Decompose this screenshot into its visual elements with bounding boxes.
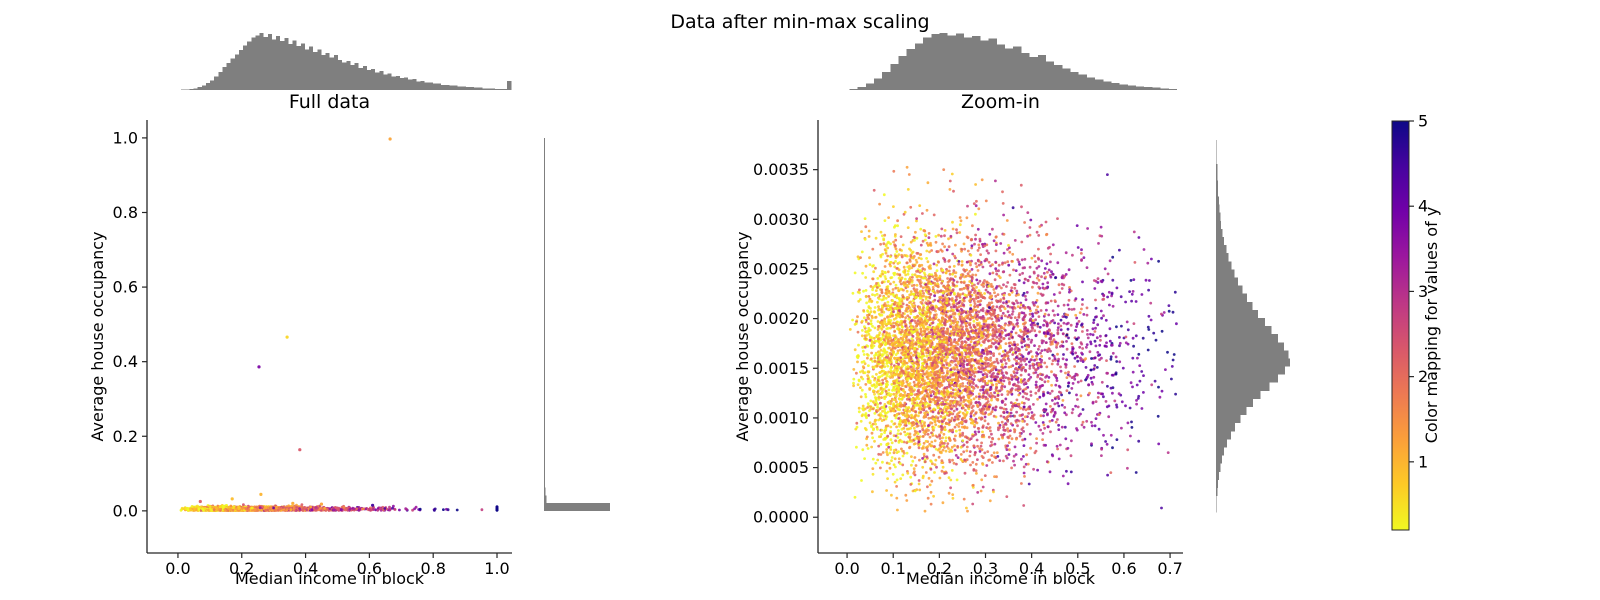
figure-title: Data after min-max scaling <box>670 11 930 33</box>
zoom-in-scatter <box>848 165 1178 513</box>
colorbar-gradient <box>1391 120 1410 531</box>
svg-text:1.0: 1.0 <box>113 128 138 147</box>
svg-text:0.0: 0.0 <box>165 559 190 578</box>
colorbar-label: Color mapping for values of y <box>1422 207 1441 444</box>
full-data-side-histogram <box>544 137 610 511</box>
plot-full-data: 0.0 0.2 0.4 0.6 0.8 1.00.00.20.40.60.81.0Full… <box>88 33 610 588</box>
zoom-in-side-histogram <box>1216 139 1290 513</box>
full-data-ylabel: Average house occupancy <box>88 231 107 441</box>
svg-text:0.6: 0.6 <box>113 278 138 297</box>
svg-text:0.8: 0.8 <box>113 203 138 222</box>
full-data-axes: 0.0 0.2 0.4 0.6 0.8 1.00.00.20.40.60.81.0 <box>113 120 512 578</box>
plot-zoom-in: 0.0 0.1 0.2 0.3 0.4 0.5 0.6 0.70.00000.00050.00… <box>733 33 1290 588</box>
zoom-in-ylabel: Average house occupancy <box>733 231 752 441</box>
zoom-in-xlabel: Median income in block <box>906 569 1096 588</box>
full-data-top-histogram <box>181 33 512 90</box>
zoom-in-title: Zoom-in <box>961 91 1040 113</box>
zoom-in-axes: 0.0 0.1 0.2 0.3 0.4 0.5 0.6 0.70.00000.00050.00… <box>753 120 1183 578</box>
full-data-xlabel: Median income in block <box>235 569 425 588</box>
full-data-title: Full data <box>289 91 370 113</box>
svg-text:1.0: 1.0 <box>484 559 509 578</box>
svg-text:0.4: 0.4 <box>113 352 138 371</box>
zoom-in-top-histogram <box>849 33 1178 90</box>
svg-text:0.2: 0.2 <box>113 427 138 446</box>
svg-text:0.8: 0.8 <box>420 559 445 578</box>
svg-text:0.0: 0.0 <box>113 501 138 520</box>
full-data-scatter <box>179 137 499 512</box>
